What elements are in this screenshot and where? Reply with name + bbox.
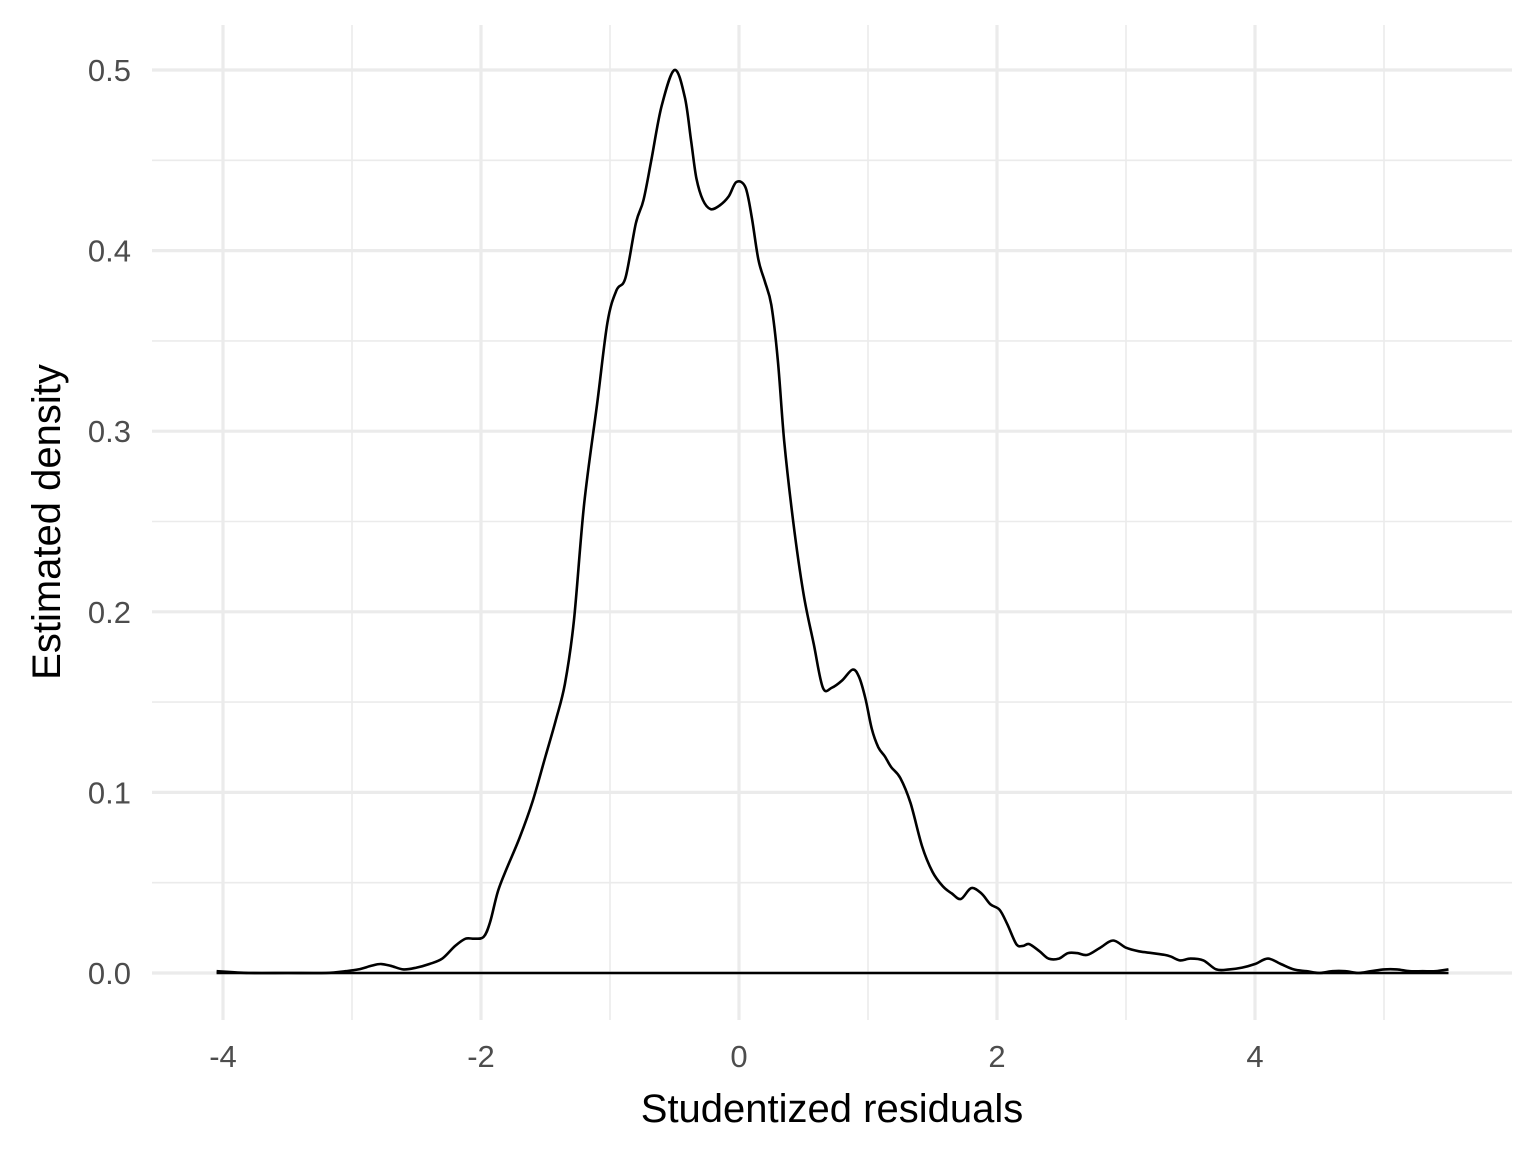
x-tick-label: 2 (988, 1039, 1005, 1074)
y-tick-label: 0.3 (88, 414, 131, 449)
density-curve (216, 68, 1449, 975)
major-gridlines (152, 25, 1512, 1020)
minor-gridlines (152, 25, 1512, 1020)
y-tick-label: 0.4 (88, 234, 131, 269)
x-axis-title: Studentized residuals (641, 1087, 1023, 1131)
y-axis-ticks: 0.0 0.1 0.2 0.3 0.4 0.5 (88, 53, 131, 991)
y-tick-label: 0.1 (88, 775, 131, 810)
y-tick-label: 0.5 (88, 53, 131, 88)
y-tick-label: 0.0 (88, 956, 131, 991)
y-axis-title: Estimated density (25, 364, 69, 680)
x-tick-label: -2 (467, 1039, 495, 1074)
y-tick-label: 0.2 (88, 595, 131, 630)
x-axis-ticks: -4 -2 0 2 4 (209, 1039, 1263, 1074)
x-tick-label: -4 (209, 1039, 237, 1074)
x-tick-label: 0 (730, 1039, 747, 1074)
x-tick-label: 4 (1246, 1039, 1263, 1074)
